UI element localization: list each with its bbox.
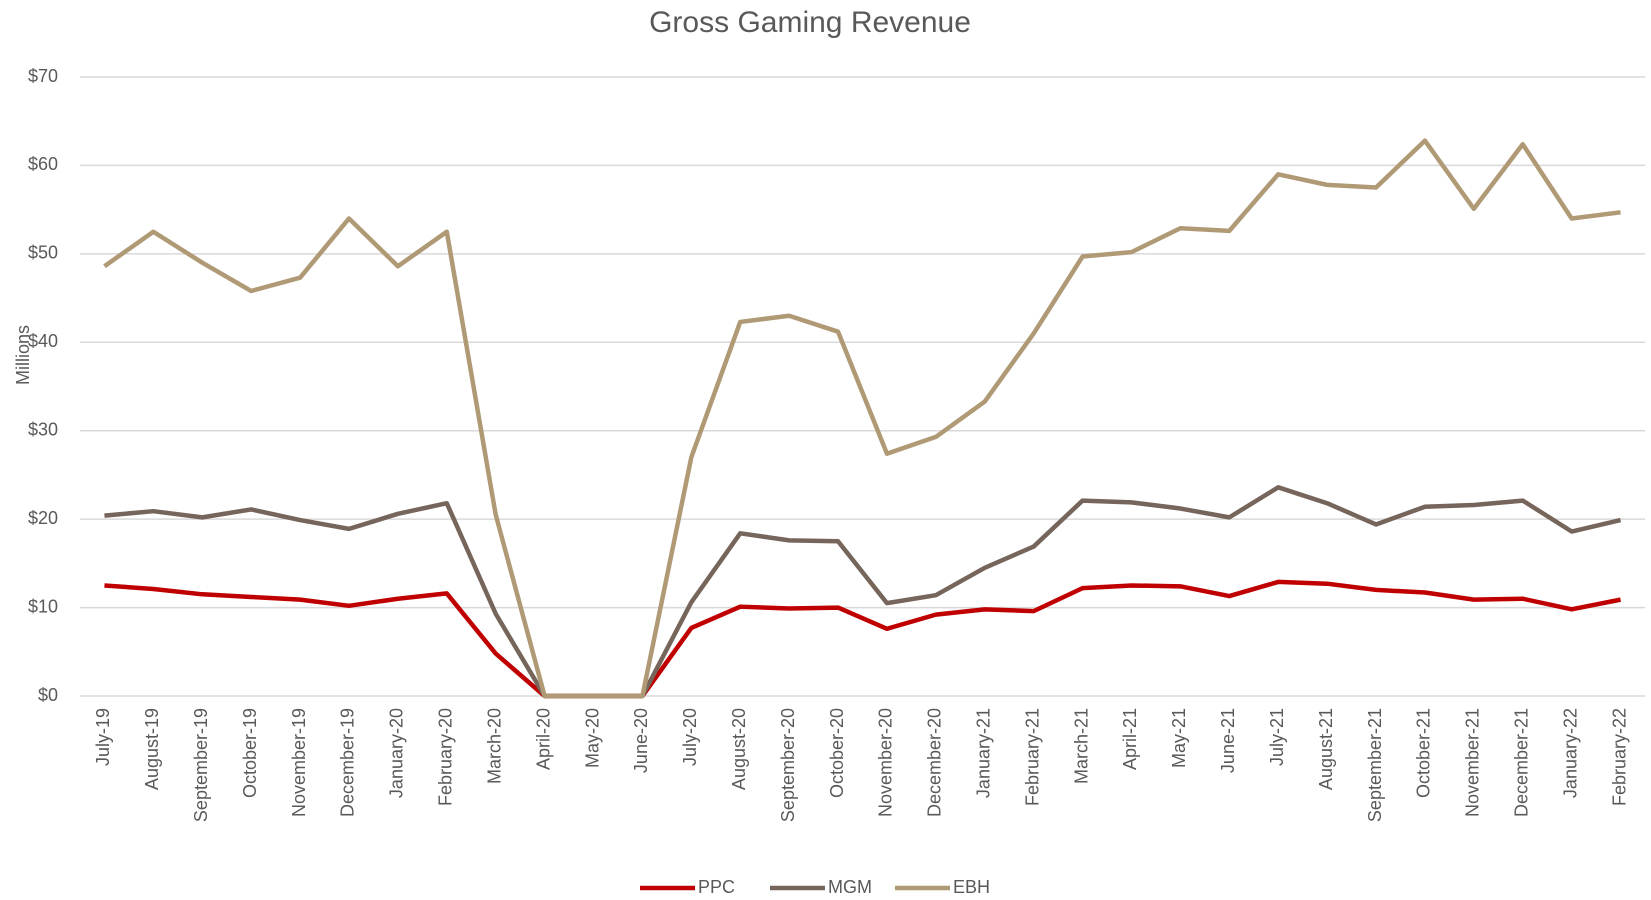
x-tick-label: December-19 (338, 708, 358, 817)
x-tick-label: October-19 (240, 708, 260, 798)
x-tick-label: May-20 (582, 708, 602, 768)
x-tick-label: July-19 (93, 708, 113, 766)
x-tick-label: June-20 (631, 708, 651, 773)
y-tick-label: $50 (28, 243, 58, 263)
x-tick-label: November-21 (1463, 708, 1483, 817)
x-tick-label: November-20 (876, 708, 896, 817)
y-tick-label: $20 (28, 508, 58, 528)
x-tick-label: September-20 (778, 708, 798, 822)
x-tick-label: July-20 (680, 708, 700, 766)
x-tick-label: April-21 (1120, 708, 1140, 770)
x-tick-label: October-20 (827, 708, 847, 798)
series-line (104, 579, 1621, 699)
series-line (103, 138, 1621, 699)
x-tick-label: March-21 (1071, 708, 1091, 784)
series-line (104, 485, 1622, 699)
x-tick-label: November-19 (289, 708, 309, 817)
x-tick-label: January-21 (974, 708, 994, 798)
y-tick-label: $30 (28, 419, 58, 439)
y-tick-label: $70 (28, 66, 58, 86)
x-tick-label: August-21 (1316, 708, 1336, 790)
y-tick-label: $60 (28, 154, 58, 174)
x-tick-label: September-21 (1365, 708, 1385, 822)
x-tick-label: June-21 (1218, 708, 1238, 773)
y-axis-label: Millions (13, 325, 33, 385)
legend-label: EBH (953, 877, 990, 897)
chart-title: Gross Gaming Revenue (649, 6, 971, 39)
x-tick-label: August-19 (142, 708, 162, 790)
x-tick-label: March-20 (484, 708, 504, 784)
x-tick-label: October-21 (1414, 708, 1434, 798)
legend-label: PPC (698, 877, 735, 897)
x-tick-label: January-20 (387, 708, 407, 798)
x-tick-label: February-21 (1022, 708, 1042, 806)
x-tick-label: April-20 (533, 708, 553, 770)
y-tick-label: $40 (28, 331, 58, 351)
legend-label: MGM (828, 877, 872, 897)
x-tick-label: September-19 (191, 708, 211, 822)
x-tick-label: August-20 (729, 708, 749, 790)
x-tick-label: July-21 (1267, 708, 1287, 766)
x-tick-label: May-21 (1169, 708, 1189, 768)
x-tick-label: February-22 (1609, 708, 1629, 806)
y-tick-label: $10 (28, 596, 58, 616)
x-tick-label: December-20 (925, 708, 945, 817)
x-tick-label: February-20 (436, 708, 456, 806)
x-tick-label: December-21 (1511, 708, 1531, 817)
x-tick-label: January-22 (1560, 708, 1580, 798)
y-tick-label: $0 (38, 685, 58, 705)
